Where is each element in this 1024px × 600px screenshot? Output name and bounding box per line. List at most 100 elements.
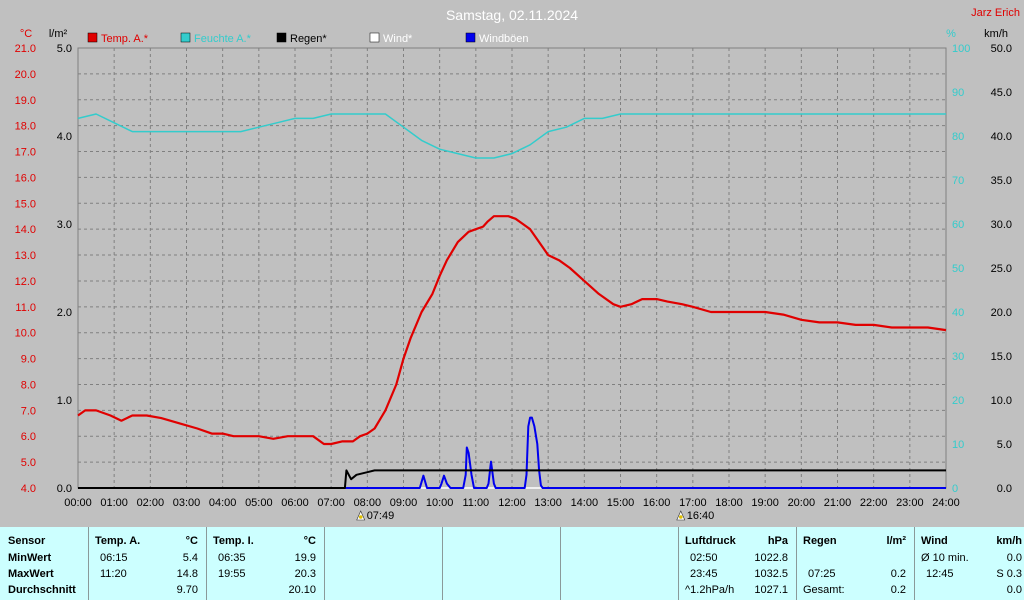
temp-i-min-time: 06:35: [218, 552, 246, 564]
axis-ticks: 00:00 01:00 02:00 03:00 04:00 05:00 06:00 07:00…: [15, 43, 1012, 509]
pressure-header: Luftdruck: [685, 535, 736, 547]
sunset-time-label: 16:40: [687, 510, 715, 522]
humidity-tick-label: 70: [952, 175, 964, 187]
time-tick-label: 04:00: [209, 497, 237, 509]
row-label-min: MinWert: [8, 552, 52, 564]
time-tick-label: 22:00: [860, 497, 888, 509]
time-tick-label: 10:00: [426, 497, 454, 509]
wind-axis-unit: km/h: [984, 28, 1008, 40]
column-divider: [88, 527, 89, 600]
temp-tick-label: 18.0: [15, 121, 36, 133]
temp-tick-label: 20.0: [15, 69, 36, 81]
rain-total-label: Gesamt:: [803, 584, 845, 596]
rain-max-time: 07:25: [808, 568, 836, 580]
wind-tick-label: 5.0: [997, 439, 1012, 451]
temp-tick-label: 12.0: [15, 276, 36, 288]
column-divider: [678, 527, 679, 600]
wind-tick-label: 35.0: [991, 175, 1012, 187]
temp-i-min-value: 19.9: [294, 552, 316, 564]
wind-tick-label: 20.0: [991, 307, 1012, 319]
sun-markers: 07:49 16:40: [356, 510, 715, 522]
legend-swatch: [87, 32, 98, 43]
temp-tick-label: 10.0: [15, 328, 36, 340]
column-divider: [796, 527, 797, 600]
time-tick-label: 03:00: [173, 497, 201, 509]
column-divider: [206, 527, 207, 600]
time-tick-label: 06:00: [281, 497, 309, 509]
temp-a-unit: °C: [185, 535, 198, 547]
time-tick-label: 23:00: [896, 497, 924, 509]
temp-tick-label: 4.0: [21, 483, 36, 495]
chart-title: Samstag, 02.11.2024: [446, 7, 578, 23]
rain-tick-label: 4.0: [57, 131, 72, 143]
wind-tick-label: 40.0: [991, 131, 1012, 143]
temp-a-min-time: 06:15: [100, 552, 128, 564]
legend-swatch: [465, 32, 476, 43]
temp-tick-label: 5.0: [21, 457, 36, 469]
temp-a-max-value: 14.8: [176, 568, 198, 580]
humidity-tick-label: 10: [952, 439, 964, 451]
pressure-max-value: 1032.5: [754, 568, 788, 580]
legend-label: Temp. A.*: [101, 33, 149, 45]
humidity-tick-label: 40: [952, 307, 964, 319]
legend-label: Wind*: [383, 33, 413, 45]
humidity-tick-label: 50: [952, 263, 964, 275]
rain-unit: l/m²: [886, 535, 906, 547]
temp-a-avg-value: 9.70: [176, 584, 198, 596]
wind-max-value: S 0.3: [996, 568, 1022, 580]
series-lines: [77, 113, 947, 489]
time-tick-label: 17:00: [679, 497, 707, 509]
wind-tick-label: 30.0: [991, 219, 1012, 231]
time-tick-label: 24:00: [932, 497, 960, 509]
rain-tick-label: 5.0: [57, 43, 72, 55]
time-tick-label: 18:00: [715, 497, 743, 509]
pressure-min-time: 02:50: [690, 552, 718, 564]
legend: Temp. A.* Feuchte A.* Regen* Wind* Windböen: [87, 32, 529, 45]
row-label-avg: Durchschnitt: [8, 584, 76, 596]
time-tick-label: 08:00: [354, 497, 382, 509]
pressure-avg-value: 1027.1: [754, 584, 788, 596]
rain-tick-label: 0.0: [57, 483, 72, 495]
series-line-windb-en: [78, 416, 946, 489]
time-tick-label: 01:00: [100, 497, 128, 509]
humidity-tick-label: 60: [952, 219, 964, 231]
temp-a-max-time: 11:20: [100, 568, 127, 580]
wind-max-time: 12:45: [926, 568, 954, 580]
temp-axis-unit: °C: [20, 28, 32, 40]
series-line-temp-a: [77, 215, 947, 446]
wind-tick-label: 25.0: [991, 263, 1012, 275]
column-divider: [442, 527, 443, 600]
time-tick-label: 14:00: [571, 497, 599, 509]
wind-header: Wind: [921, 535, 948, 547]
wind-tick-label: 0.0: [997, 483, 1012, 495]
time-tick-label: 05:00: [245, 497, 273, 509]
temp-i-max-value: 20.3: [294, 568, 316, 580]
temp-tick-label: 9.0: [21, 354, 36, 366]
temp-tick-label: 13.0: [15, 250, 36, 262]
humidity-axis-unit: %: [946, 28, 956, 40]
rain-tick-label: 3.0: [57, 219, 72, 231]
weather-chart: Samstag, 02.11.2024 Jarz Erich °C l/m² %…: [14, 7, 1020, 522]
humidity-tick-label: 80: [952, 131, 964, 143]
pressure-trend: ^1.2hPa/h: [685, 584, 735, 596]
time-tick-label: 16:00: [643, 497, 671, 509]
humidity-tick-label: 20: [952, 395, 964, 407]
temp-i-unit: °C: [303, 535, 316, 547]
wind-tick-label: 45.0: [991, 87, 1012, 99]
legend-swatch: [369, 32, 380, 43]
legend-label: Windböen: [479, 33, 529, 45]
time-tick-label: 07:00: [317, 497, 345, 509]
temp-a-min-value: 5.4: [182, 552, 198, 564]
grid: [77, 47, 947, 489]
wind-tick-label: 15.0: [991, 351, 1012, 363]
rain-tick-label: 1.0: [57, 395, 72, 407]
temp-tick-label: 7.0: [21, 405, 36, 417]
time-tick-label: 15:00: [607, 497, 635, 509]
temp-i-header: Temp. I.: [213, 535, 254, 547]
temp-tick-label: 11.0: [15, 302, 36, 314]
temp-tick-label: 19.0: [15, 95, 36, 107]
pressure-min-value: 1022.8: [754, 552, 788, 564]
legend-swatch: [276, 32, 287, 43]
humidity-tick-label: 90: [952, 87, 964, 99]
